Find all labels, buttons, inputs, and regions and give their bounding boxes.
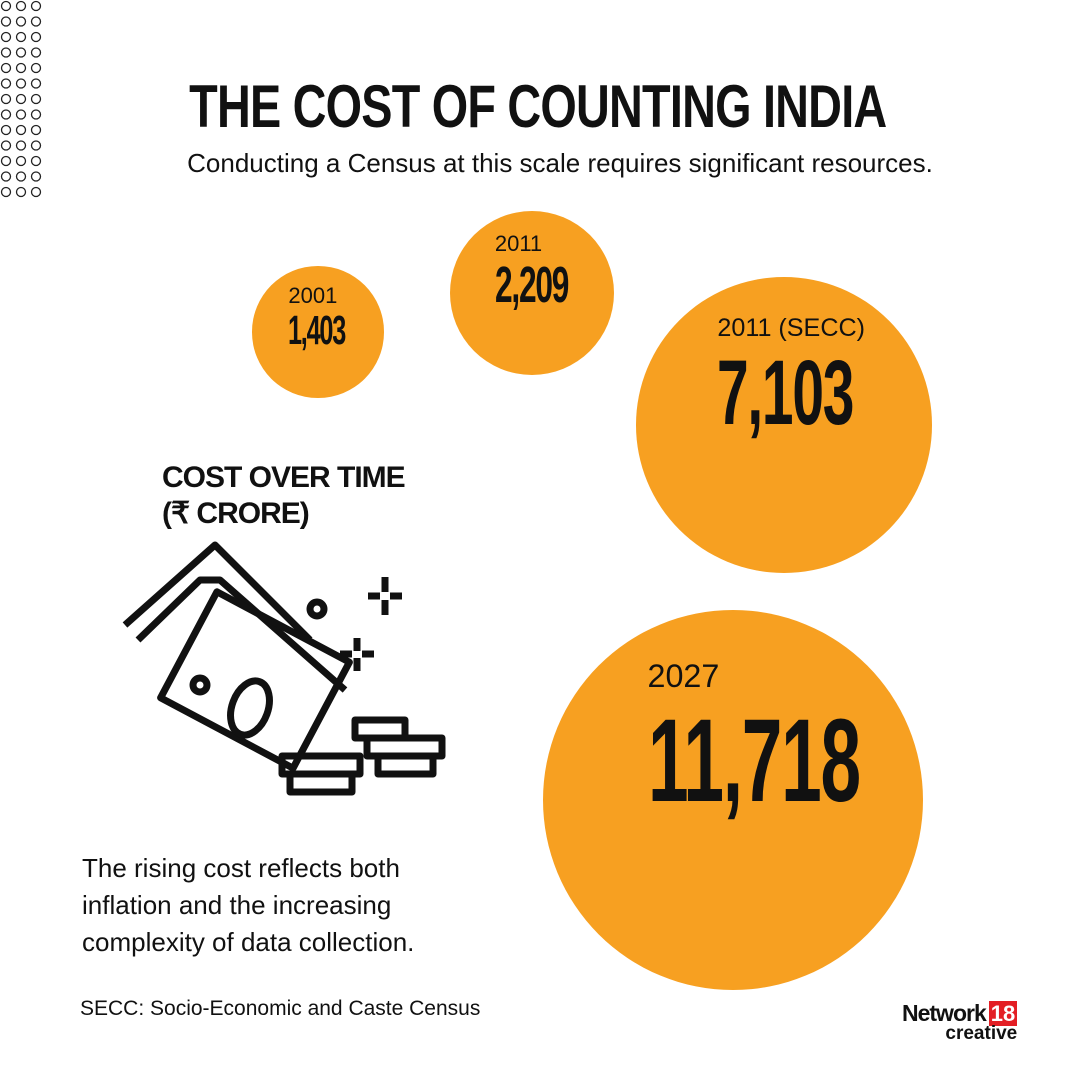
dot xyxy=(30,93,42,105)
dot xyxy=(0,140,12,151)
bubble-year-label: 2027 xyxy=(647,657,720,694)
dot xyxy=(30,0,42,12)
dot xyxy=(30,124,42,136)
dot xyxy=(15,31,27,43)
money-coins-icon xyxy=(122,541,446,796)
note-line: The rising cost reflects both xyxy=(82,853,400,883)
bubble-year-label: 2001 xyxy=(288,282,338,308)
dot xyxy=(15,109,27,120)
chart-heading: COST OVER TIME (₹ CRORE) xyxy=(162,460,406,532)
dot xyxy=(0,109,12,120)
dot xyxy=(15,171,27,182)
dot xyxy=(0,0,12,12)
dot xyxy=(30,109,42,120)
dot xyxy=(0,62,12,74)
logo-name: Network xyxy=(902,1000,987,1026)
dot xyxy=(0,186,12,198)
dot xyxy=(0,31,12,43)
subtitle: Conducting a Census at this scale requir… xyxy=(187,148,933,178)
dot xyxy=(15,124,27,136)
dot xyxy=(15,155,27,167)
network18-logo: Network 18 creative xyxy=(902,1000,1018,1045)
page-title: THE COST OF COUNTING INDIA xyxy=(189,73,887,140)
dot xyxy=(30,186,42,198)
logo-number: 18 xyxy=(988,1001,1018,1026)
note-line: inflation and the increasing xyxy=(82,890,392,920)
bubble-1: 2011 2,209 xyxy=(449,210,615,376)
dot xyxy=(30,140,42,151)
dot xyxy=(0,16,12,27)
dot xyxy=(30,62,42,74)
dot xyxy=(15,16,27,27)
dot xyxy=(30,31,42,43)
dot xyxy=(30,171,42,182)
logo-sub: creative xyxy=(945,1023,1018,1044)
bubble-year-label: 2011 (SECC) xyxy=(717,314,865,343)
bubble-value-label: 11,718 xyxy=(647,693,861,826)
dot xyxy=(0,155,12,167)
bubble-value-label: 2,209 xyxy=(494,256,569,314)
dot xyxy=(0,93,12,105)
dot xyxy=(15,62,27,74)
bubble-2: 2011 (SECC) 7,103 xyxy=(636,277,932,573)
bubble-value-label: 1,403 xyxy=(288,306,346,353)
chart-heading-line1: COST OVER TIME xyxy=(162,461,406,494)
dot xyxy=(15,78,27,89)
footnote: SECC: Socio-Economic and Caste Census xyxy=(80,997,481,1020)
bubble-3: 2027 11,718 xyxy=(543,610,923,990)
dot xyxy=(30,47,42,58)
bubble-value-label: 7,103 xyxy=(717,342,854,445)
note-line: complexity of data collection. xyxy=(82,927,415,957)
dot xyxy=(15,0,27,12)
explanatory-note: The rising cost reflects both inflation … xyxy=(82,850,414,961)
dot xyxy=(0,78,12,89)
dot xyxy=(30,78,42,89)
dot-grid-decoration xyxy=(0,0,42,198)
dot xyxy=(0,124,12,136)
dot xyxy=(30,155,42,167)
dot xyxy=(15,186,27,198)
dot xyxy=(30,16,42,27)
dot xyxy=(0,47,12,58)
bubble-0: 2001 1,403 xyxy=(252,266,384,398)
dot xyxy=(15,93,27,105)
dot xyxy=(0,171,12,182)
dot xyxy=(15,47,27,58)
dot xyxy=(15,140,27,151)
bubble-year-label: 2011 xyxy=(494,231,543,257)
chart-heading-line2: (₹ CRORE) xyxy=(162,497,310,530)
